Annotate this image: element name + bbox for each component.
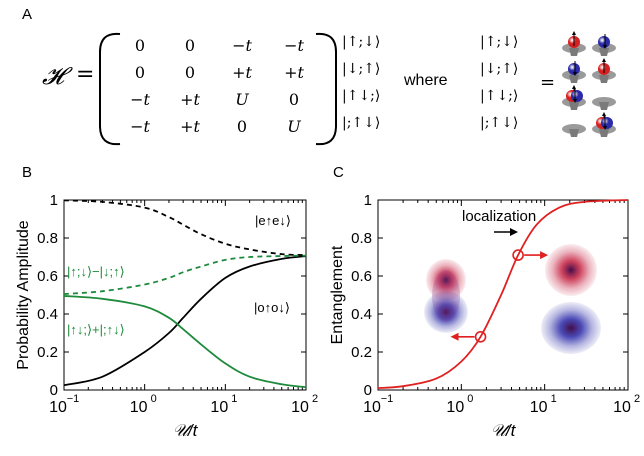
series-label: |o↑o↓⟩ <box>254 300 290 315</box>
y-tick-label: 0.2 <box>37 344 58 361</box>
series-line <box>63 295 307 389</box>
matrix-cell: +t <box>180 90 200 109</box>
localization-arrowhead <box>510 228 518 236</box>
matrix-cell: U <box>235 90 249 109</box>
hamiltonian-symbol: 𝓗 <box>42 62 64 90</box>
matrix-cell: −t <box>130 90 150 109</box>
x-tick-label: 10 <box>291 399 309 416</box>
lattice-site-icon <box>562 85 586 110</box>
series-line <box>63 254 307 295</box>
basis-ket-2: |↓;↑⟩ <box>342 61 381 77</box>
plot-frame <box>63 199 307 391</box>
y-tick-label: 0.8 <box>37 230 58 247</box>
series-line <box>63 199 307 256</box>
legend-ket-4: |;↑↓⟩ <box>480 115 519 131</box>
curve-marker <box>474 331 487 343</box>
matrix-cell: +t <box>284 63 304 82</box>
x-axis-label: 𝒰/t <box>173 421 199 440</box>
x-tick-exponent: 2 <box>312 393 318 405</box>
y-tick-label: 0 <box>364 382 372 399</box>
y-axis-label: Entanglement <box>329 245 346 344</box>
y-tick-label: 0.6 <box>37 268 58 285</box>
lattice-site-icon <box>592 34 616 56</box>
matrix-cell: 0 <box>134 36 146 55</box>
matrix-cell: 0 <box>184 36 196 55</box>
matrix-cell: 0 <box>236 117 248 136</box>
y-tick-label: 1 <box>364 192 372 209</box>
marker-arrowhead <box>450 332 459 341</box>
hamiltonian-panel: A 𝓗 = 0 0 −t −t 0 0 +t +t −t +t U 0 −t +t 0 U |↑;↓⟩ |↓;… <box>0 0 644 160</box>
y-tick-label: 0.4 <box>37 306 58 323</box>
y-tick-label: 0.2 <box>351 344 372 361</box>
where-label: where <box>404 72 448 89</box>
x-tick-exponent: −1 <box>381 393 394 405</box>
y-tick-label: 0 <box>50 382 58 399</box>
x-tick-label: 10 <box>130 399 148 416</box>
localized-density-cloud <box>541 244 601 354</box>
matrix-brackets <box>99 32 337 146</box>
series-label: |e↑e↓⟩ <box>255 213 291 228</box>
lattice-site-icon <box>592 58 616 83</box>
x-tick-exponent: 1 <box>231 393 237 405</box>
delocalized-density-cloud <box>424 259 468 333</box>
localization-annotation: localization <box>462 208 536 225</box>
x-tick-label: 10 <box>210 399 228 416</box>
legend-ket-2: |↓;↑⟩ <box>480 61 519 77</box>
lattice-site-icon <box>562 61 586 83</box>
marker-arrowhead <box>540 251 549 260</box>
x-tick-label: 10 <box>446 399 464 416</box>
curve-marker <box>512 249 524 261</box>
matrix-cell: 0 <box>288 90 300 109</box>
series-label: |↑↓;⟩+|;↑↓⟩ <box>67 322 125 337</box>
series-line <box>377 199 629 389</box>
basis-ket-4: |;↑↓⟩ <box>342 115 381 131</box>
x-tick-exponent: 2 <box>634 393 640 405</box>
lattice-site-icon <box>592 112 616 137</box>
lattice-site-icon <box>592 97 616 110</box>
x-tick-label: 10 <box>530 399 548 416</box>
legend-ket-3: |↑↓;⟩ <box>480 88 519 104</box>
lattice-site-icon <box>562 124 586 137</box>
matrix-cell: −t <box>130 117 150 136</box>
matrix-cell: +t <box>232 63 252 82</box>
site-occupation-icons <box>562 31 616 137</box>
matrix-cell: +t <box>180 117 200 136</box>
x-tick-exponent: −1 <box>67 393 80 405</box>
panel-label-b: B <box>22 164 33 181</box>
legend-ket-1: |↑;↓⟩ <box>480 34 519 50</box>
matrix-cell: 0 <box>184 63 196 82</box>
x-tick-exponent: 0 <box>151 393 157 405</box>
series-line <box>63 255 307 387</box>
y-tick-label: 1 <box>50 192 58 209</box>
x-tick-exponent: 0 <box>467 393 473 405</box>
panel-label-a: A <box>22 6 33 23</box>
matrix-cell: U <box>287 117 301 136</box>
x-tick-label: 10 <box>363 399 381 416</box>
matrix-cell: −t <box>284 36 304 55</box>
y-axis-label: Probability Amplitude <box>15 220 32 370</box>
matrix-cell: −t <box>232 36 252 55</box>
x-tick-label: 10 <box>613 399 631 416</box>
equals-sign: = <box>76 62 95 87</box>
plot-frame <box>377 199 629 391</box>
y-tick-label: 0.8 <box>351 230 372 247</box>
matrix-cell: 0 <box>134 63 146 82</box>
y-tick-label: 0.4 <box>351 306 372 323</box>
x-tick-exponent: 1 <box>551 393 557 405</box>
y-tick-label: 0.6 <box>351 268 372 285</box>
series-label: |↑;↓⟩−|↓;↑⟩ <box>67 264 125 279</box>
lattice-site-icon <box>562 31 586 56</box>
x-axis-label: 𝒰/t <box>491 421 517 440</box>
basis-ket-3: |↑↓;⟩ <box>342 88 381 104</box>
basis-ket-1: |↑;↓⟩ <box>342 34 381 50</box>
panel-label-c: C <box>333 164 344 181</box>
legend-equals: = <box>540 72 556 93</box>
x-tick-label: 10 <box>49 399 67 416</box>
